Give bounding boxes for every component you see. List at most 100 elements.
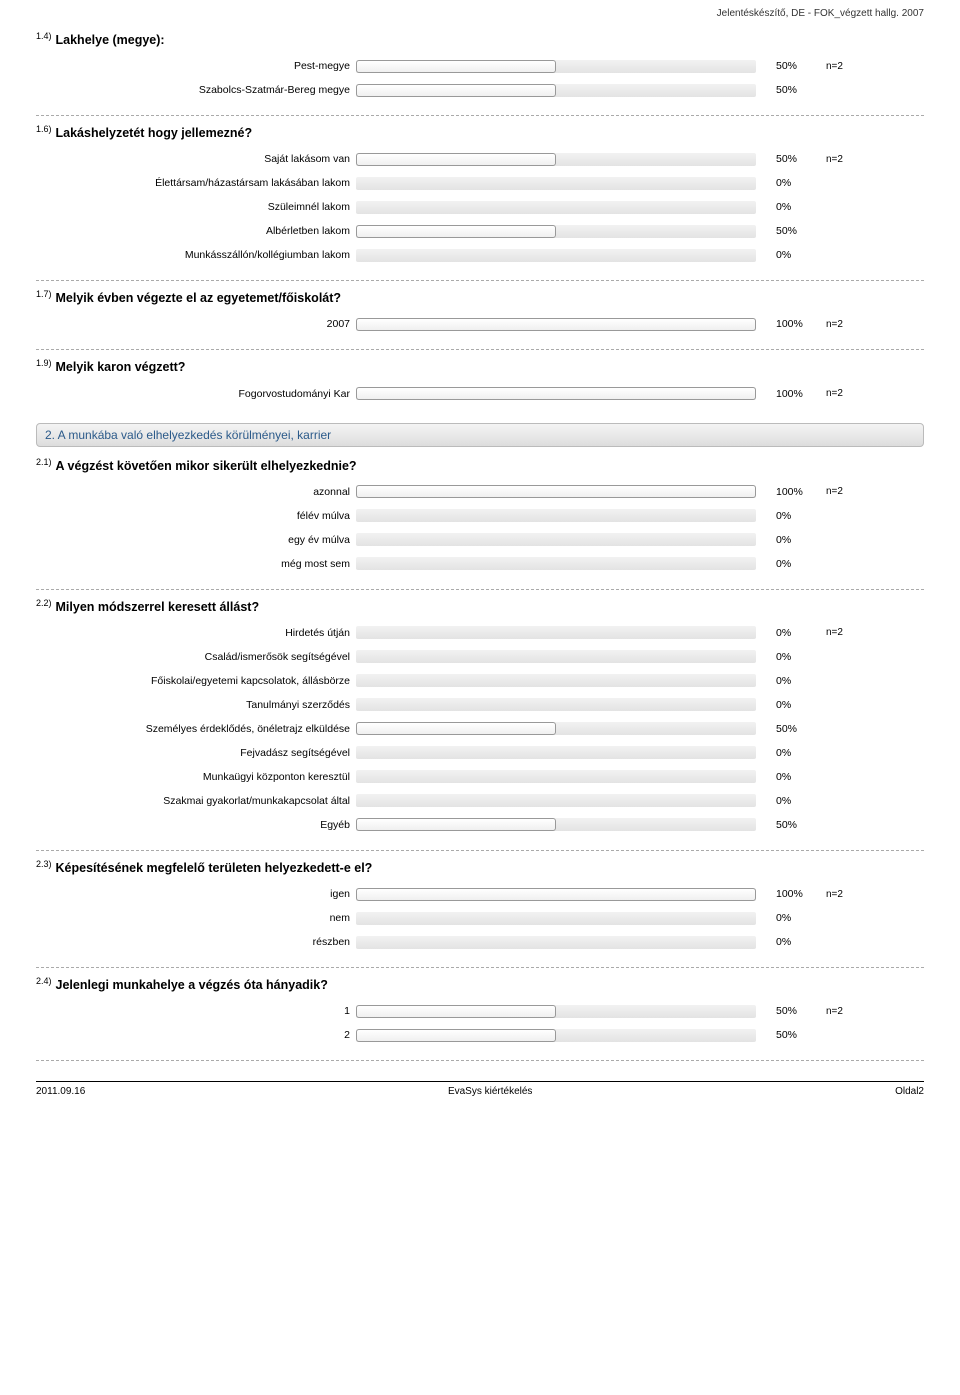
question-divider: [36, 967, 924, 968]
question-number: 1.7): [36, 289, 52, 299]
bar-track: [356, 888, 756, 901]
bar-track: [356, 249, 756, 262]
answer-row: Albérletben lakom50%: [36, 220, 924, 242]
answer-percent: 50%: [756, 84, 826, 96]
bar-track: [356, 626, 756, 639]
answer-row: Saját lakásom van50%n=2: [36, 148, 924, 170]
answer-row: Munkásszállón/kollégiumban lakom0%: [36, 244, 924, 266]
answer-label: Saját lakásom van: [36, 153, 356, 165]
question-title: 1.7)Melyik évben végezte el az egyetemet…: [36, 289, 924, 305]
answer-label: Szabolcs-Szatmár-Bereg megye: [36, 84, 356, 96]
bar-track: [356, 509, 756, 522]
answer-percent: 0%: [756, 675, 826, 687]
answer-label: azonnal: [36, 486, 356, 498]
answer-note: n=2: [826, 627, 876, 638]
footer-date: 2011.09.16: [36, 1086, 85, 1097]
answer-row: Fogorvostudományi Kar100%n=2: [36, 383, 924, 405]
answer-percent: 0%: [756, 558, 826, 570]
question-divider: [36, 280, 924, 281]
answer-row: egy év múlva0%: [36, 529, 924, 551]
answer-note: n=2: [826, 319, 876, 330]
question-divider: [36, 349, 924, 350]
answer-row: Hirdetés útján0%n=2: [36, 622, 924, 644]
bar-track: [356, 485, 756, 498]
bar-fill: [356, 318, 756, 331]
question-block: 2.4)Jelenlegi munkahelye a végzés óta há…: [36, 976, 924, 1046]
bar-track: [356, 318, 756, 331]
answer-label: Személyes érdeklődés, önéletrajz elküldé…: [36, 723, 356, 735]
answer-label: 2007: [36, 318, 356, 330]
bar-track: [356, 84, 756, 97]
section-header: 2. A munkába való elhelyezkedés körülmén…: [36, 423, 924, 447]
bar-track: [356, 387, 756, 400]
answer-label: nem: [36, 912, 356, 924]
question-number: 1.4): [36, 31, 52, 41]
question-number: 2.3): [36, 859, 52, 869]
answer-row: Pest-megye 50%n=2: [36, 55, 924, 77]
answer-row: 250%: [36, 1024, 924, 1046]
answer-label: Egyéb: [36, 819, 356, 831]
answer-row: félév múlva 0%: [36, 505, 924, 527]
question-number: 1.9): [36, 358, 52, 368]
question-block: 1.4)Lakhelye (megye):Pest-megye50%n=2Sza…: [36, 31, 924, 101]
question-block: 2.2)Milyen módszerrel keresett állást?Hi…: [36, 598, 924, 836]
answer-label: Fogorvostudományi Kar: [36, 388, 356, 400]
answer-percent: 0%: [756, 651, 826, 663]
footer-center: EvaSys kiértékelés: [448, 1086, 532, 1097]
answer-label: félév múlva: [36, 510, 356, 522]
answer-percent: 0%: [756, 771, 826, 783]
question-divider: [36, 589, 924, 590]
answer-note: n=2: [826, 388, 876, 399]
bottom-divider: [36, 1060, 924, 1061]
bar-fill: [356, 485, 756, 498]
bar-fill: [356, 1029, 556, 1042]
question-title: 2.3)Képesítésének megfelelő területen he…: [36, 859, 924, 875]
bar-fill: [356, 722, 556, 735]
answer-label: Tanulmányi szerződés: [36, 699, 356, 711]
bar-track: [356, 60, 756, 73]
answer-label: Főiskolai/egyetemi kapcsolatok, állásbör…: [36, 675, 356, 687]
answer-label: Fejvadász segítségével: [36, 747, 356, 759]
bar-track: [356, 674, 756, 687]
answer-note: n=2: [826, 61, 876, 72]
question-block: 2.1)A végzést követően mikor sikerült el…: [36, 457, 924, 575]
answer-row: Személyes érdeklődés, önéletrajz elküldé…: [36, 718, 924, 740]
question-title: 1.6)Lakáshelyzetét hogy jellemezné?: [36, 124, 924, 140]
bar-track: [356, 1005, 756, 1018]
question-title: 1.4)Lakhelye (megye):: [36, 31, 924, 47]
question-block: 1.6)Lakáshelyzetét hogy jellemezné? Saját…: [36, 124, 924, 266]
answer-label: Hirdetés útján: [36, 627, 356, 639]
bar-fill: [356, 1005, 556, 1018]
bar-fill: [356, 387, 756, 400]
bar-track: [356, 794, 756, 807]
bar-track: [356, 557, 756, 570]
answer-note: n=2: [826, 154, 876, 165]
answer-label: Pest-megye: [36, 60, 356, 72]
answer-row: Főiskolai/egyetemi kapcsolatok, állásbör…: [36, 670, 924, 692]
answer-percent: 0%: [756, 699, 826, 711]
bar-fill: [356, 60, 556, 73]
answer-label: 2: [36, 1029, 356, 1041]
bar-fill: [356, 818, 556, 831]
answer-row: Élettársam/házastársam lakásában lakom0%: [36, 172, 924, 194]
answer-note: n=2: [826, 1006, 876, 1017]
answer-percent: 0%: [756, 201, 826, 213]
answer-percent: 0%: [756, 510, 826, 522]
answer-row: Egyéb50%: [36, 814, 924, 836]
answer-percent: 100%: [756, 318, 826, 330]
bar-track: [356, 912, 756, 925]
answer-row: még most sem0%: [36, 553, 924, 575]
question-title: 2.4)Jelenlegi munkahelye a végzés óta há…: [36, 976, 924, 992]
answer-row: részben0%: [36, 931, 924, 953]
answer-percent: 100%: [756, 888, 826, 900]
answer-row: Szabolcs-Szatmár-Bereg megye 50%: [36, 79, 924, 101]
answer-row: 2007 100%n=2: [36, 313, 924, 335]
answer-row: Munkaügyi központon keresztül0%: [36, 766, 924, 788]
answer-percent: 50%: [756, 60, 826, 72]
answer-percent: 50%: [756, 723, 826, 735]
answer-percent: 50%: [756, 225, 826, 237]
answer-percent: 0%: [756, 177, 826, 189]
answer-row: azonnal100%n=2: [36, 481, 924, 503]
bar-fill: [356, 153, 556, 166]
question-block: 1.9)Melyik karon végzett?Fogorvostudomán…: [36, 358, 924, 404]
